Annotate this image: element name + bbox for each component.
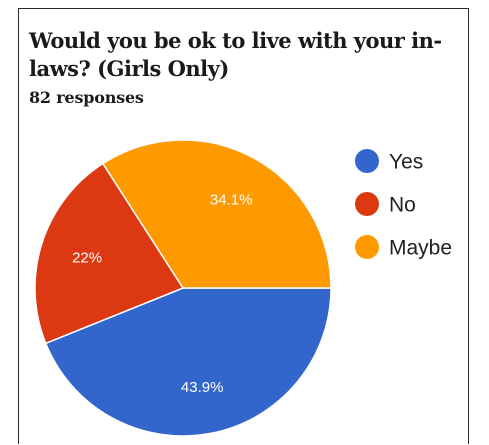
legend: Yes No Maybe (355, 149, 452, 260)
legend-label-no: No (389, 194, 416, 217)
slice-label-maybe: 34.1% (210, 192, 253, 209)
pie-slices (34, 139, 332, 437)
chart-card: Would you be ok to live with your in-law… (18, 8, 469, 444)
pie-chart: 43.9% 22% 34.1% Yes No Maybe (34, 139, 452, 437)
legend-label-yes: Yes (389, 151, 423, 174)
pie-slice-maybe (101, 139, 332, 289)
chart-title: Would you be ok to live with your in-law… (29, 28, 442, 81)
slice-label-no: 22% (72, 250, 102, 267)
legend-swatch-maybe (355, 235, 379, 259)
pie-slice-no (34, 162, 185, 345)
pie-slice-yes (44, 287, 332, 437)
response-count: 82 responses (29, 88, 144, 107)
legend-swatch-yes (355, 149, 379, 173)
legend-label-maybe: Maybe (389, 237, 452, 260)
pie-labels: 43.9% 22% 34.1% (72, 192, 252, 396)
slice-label-yes: 43.9% (181, 379, 224, 396)
legend-swatch-no (355, 192, 379, 216)
